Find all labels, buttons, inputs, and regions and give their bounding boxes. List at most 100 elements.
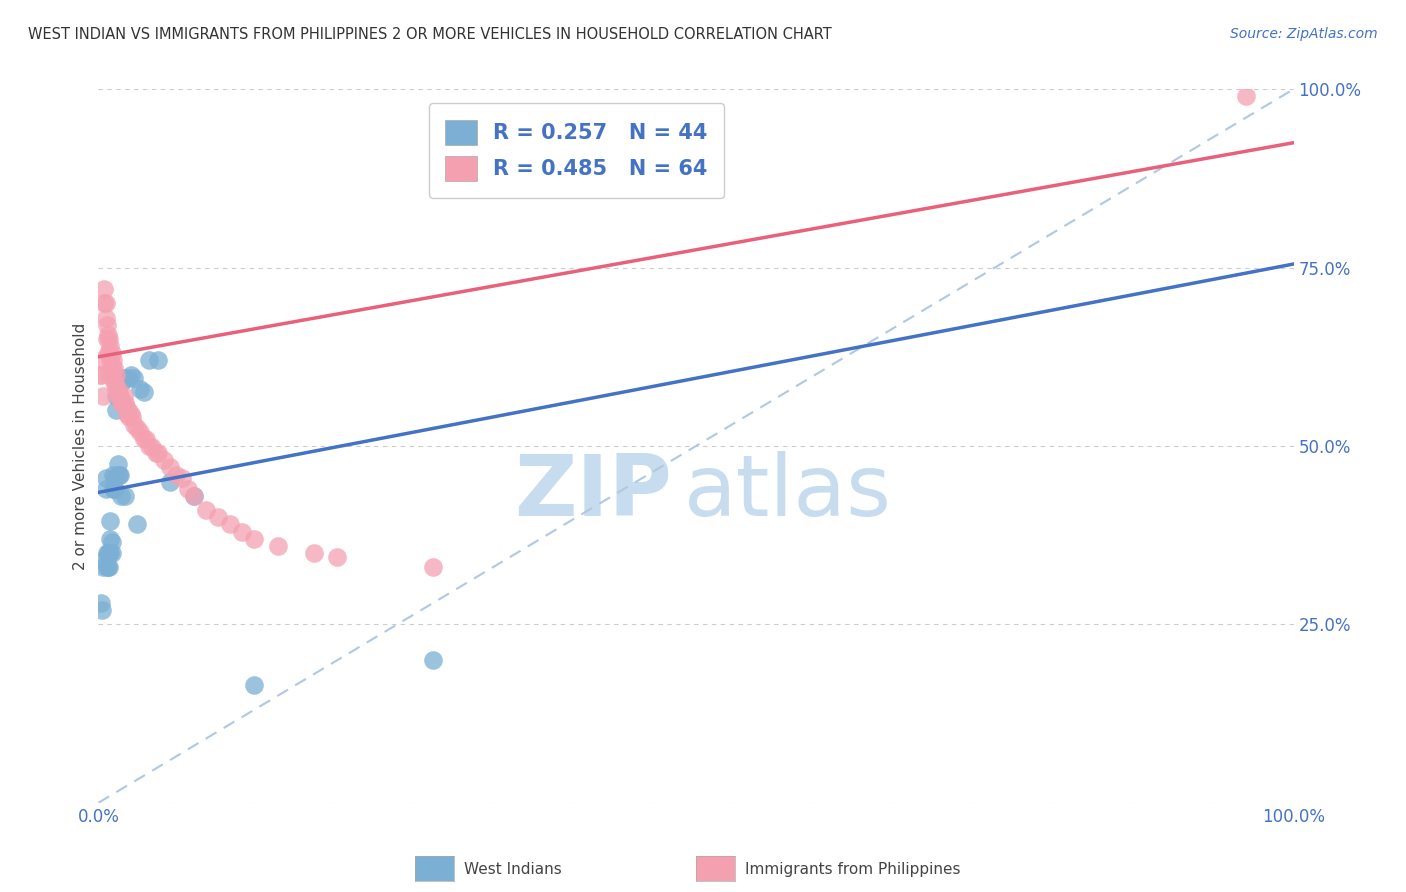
Point: [129, 382, 152, 396]
Point: [120, 368, 142, 382]
Point: [104, 375, 127, 389]
Point: [97, 560, 120, 574]
Text: Immigrants from Philippines: Immigrants from Philippines: [745, 863, 960, 877]
Point: [89, 368, 111, 382]
Point: [94, 310, 117, 325]
Point: [98, 546, 121, 560]
Point: [94, 482, 117, 496]
Text: ZIP: ZIP: [515, 450, 672, 534]
Point: [93, 282, 115, 296]
Point: [129, 425, 152, 439]
Point: [94, 471, 117, 485]
Point: [100, 360, 122, 375]
Point: [107, 389, 129, 403]
Point: [141, 441, 163, 455]
Point: [105, 382, 128, 396]
Point: [103, 471, 125, 485]
Point: [97, 346, 120, 360]
Point: [111, 375, 134, 389]
Point: [96, 546, 118, 560]
Point: [177, 482, 200, 496]
Point: [183, 489, 205, 503]
Point: [98, 332, 121, 346]
Point: [115, 400, 138, 414]
Point: [98, 514, 122, 528]
Point: [105, 403, 128, 417]
Point: [97, 328, 120, 343]
Point: [100, 346, 122, 360]
Point: [125, 517, 148, 532]
Point: [120, 407, 142, 421]
Point: [117, 371, 139, 385]
Point: [422, 560, 444, 574]
Point: [124, 371, 146, 385]
Point: [326, 549, 349, 564]
Point: [135, 432, 157, 446]
Point: [98, 532, 122, 546]
Point: [98, 546, 122, 560]
Point: [104, 482, 127, 496]
Point: [96, 318, 118, 332]
Point: [91, 389, 114, 403]
Point: [302, 546, 325, 560]
Point: [107, 467, 129, 482]
Point: [165, 467, 187, 482]
Text: WEST INDIAN VS IMMIGRANTS FROM PHILIPPINES 2 OR MORE VEHICLES IN HOUSEHOLD CORRE: WEST INDIAN VS IMMIGRANTS FROM PHILIPPIN…: [28, 27, 832, 42]
Point: [121, 410, 143, 425]
Point: [103, 360, 125, 375]
Point: [118, 410, 141, 425]
Point: [91, 560, 114, 574]
Y-axis label: 2 or more Vehicles in Household: 2 or more Vehicles in Household: [73, 322, 89, 570]
Point: [114, 489, 136, 503]
Point: [101, 467, 124, 482]
Point: [101, 368, 124, 382]
Point: [124, 417, 146, 432]
Point: [112, 389, 135, 403]
Point: [422, 653, 444, 667]
Point: [138, 353, 160, 368]
Point: [97, 546, 120, 560]
Point: [103, 375, 125, 389]
Point: [103, 482, 125, 496]
Point: [194, 503, 218, 517]
Point: [115, 407, 138, 421]
Point: [100, 535, 122, 549]
Point: [132, 432, 155, 446]
Point: [110, 489, 132, 503]
Legend: R = 0.257   N = 44, R = 0.485   N = 64: R = 0.257 N = 44, R = 0.485 N = 64: [429, 103, 724, 198]
Point: [101, 482, 124, 496]
Point: [114, 396, 136, 410]
Point: [100, 546, 122, 560]
Point: [98, 560, 121, 574]
Point: [98, 346, 121, 360]
Point: [90, 596, 112, 610]
Point: [93, 553, 115, 567]
Point: [107, 382, 129, 396]
Point: [94, 296, 117, 310]
Point: [108, 467, 131, 482]
Point: [145, 446, 167, 460]
Point: [153, 453, 176, 467]
Point: [183, 489, 205, 503]
Point: [159, 475, 181, 489]
Point: [219, 517, 242, 532]
Point: [207, 510, 229, 524]
Point: [231, 524, 253, 539]
Point: [148, 446, 170, 460]
Point: [132, 385, 155, 400]
Point: [108, 389, 131, 403]
Point: [110, 396, 132, 410]
Point: [98, 339, 122, 353]
Point: [117, 403, 139, 417]
Point: [243, 532, 266, 546]
Point: [96, 560, 118, 574]
Point: [267, 539, 290, 553]
Point: [1234, 89, 1257, 103]
Point: [107, 467, 129, 482]
Point: [112, 371, 135, 385]
Point: [111, 396, 134, 410]
Text: West Indians: West Indians: [464, 863, 562, 877]
Point: [96, 332, 118, 346]
Point: [90, 368, 112, 382]
Point: [159, 460, 181, 475]
